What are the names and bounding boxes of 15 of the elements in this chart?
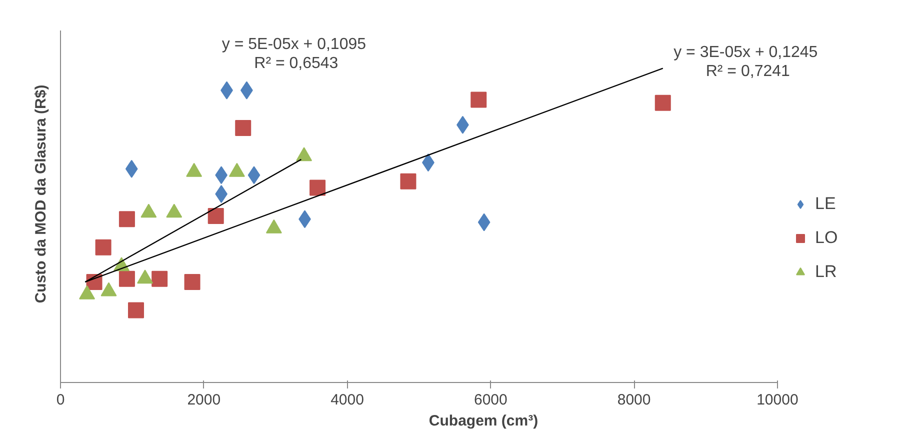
x-tick-label: 2000 (187, 392, 221, 408)
text: y = 5E-05x + 0,1095 (222, 36, 366, 53)
x-tick-label: 8000 (617, 392, 651, 408)
x-tick-label: 4000 (330, 392, 364, 408)
x-tick-label: 6000 (474, 392, 508, 408)
annotation: R² = 0,6543 (254, 54, 338, 72)
annotation: R² = 0,7241 (706, 62, 790, 80)
y-axis-title: Custo da MOD da Glasura (R$) (32, 84, 50, 304)
x-axis-title: Cubagem (cm³) (428, 412, 538, 430)
legend-label: LE (815, 194, 836, 214)
x-tick-label: 10000 (756, 392, 798, 408)
text: y = 3E-05x + 0,1245 (674, 44, 818, 61)
x-tick-label: 0 (56, 392, 65, 408)
legend-label: LO (815, 228, 838, 248)
legend-label: LR (815, 262, 837, 282)
